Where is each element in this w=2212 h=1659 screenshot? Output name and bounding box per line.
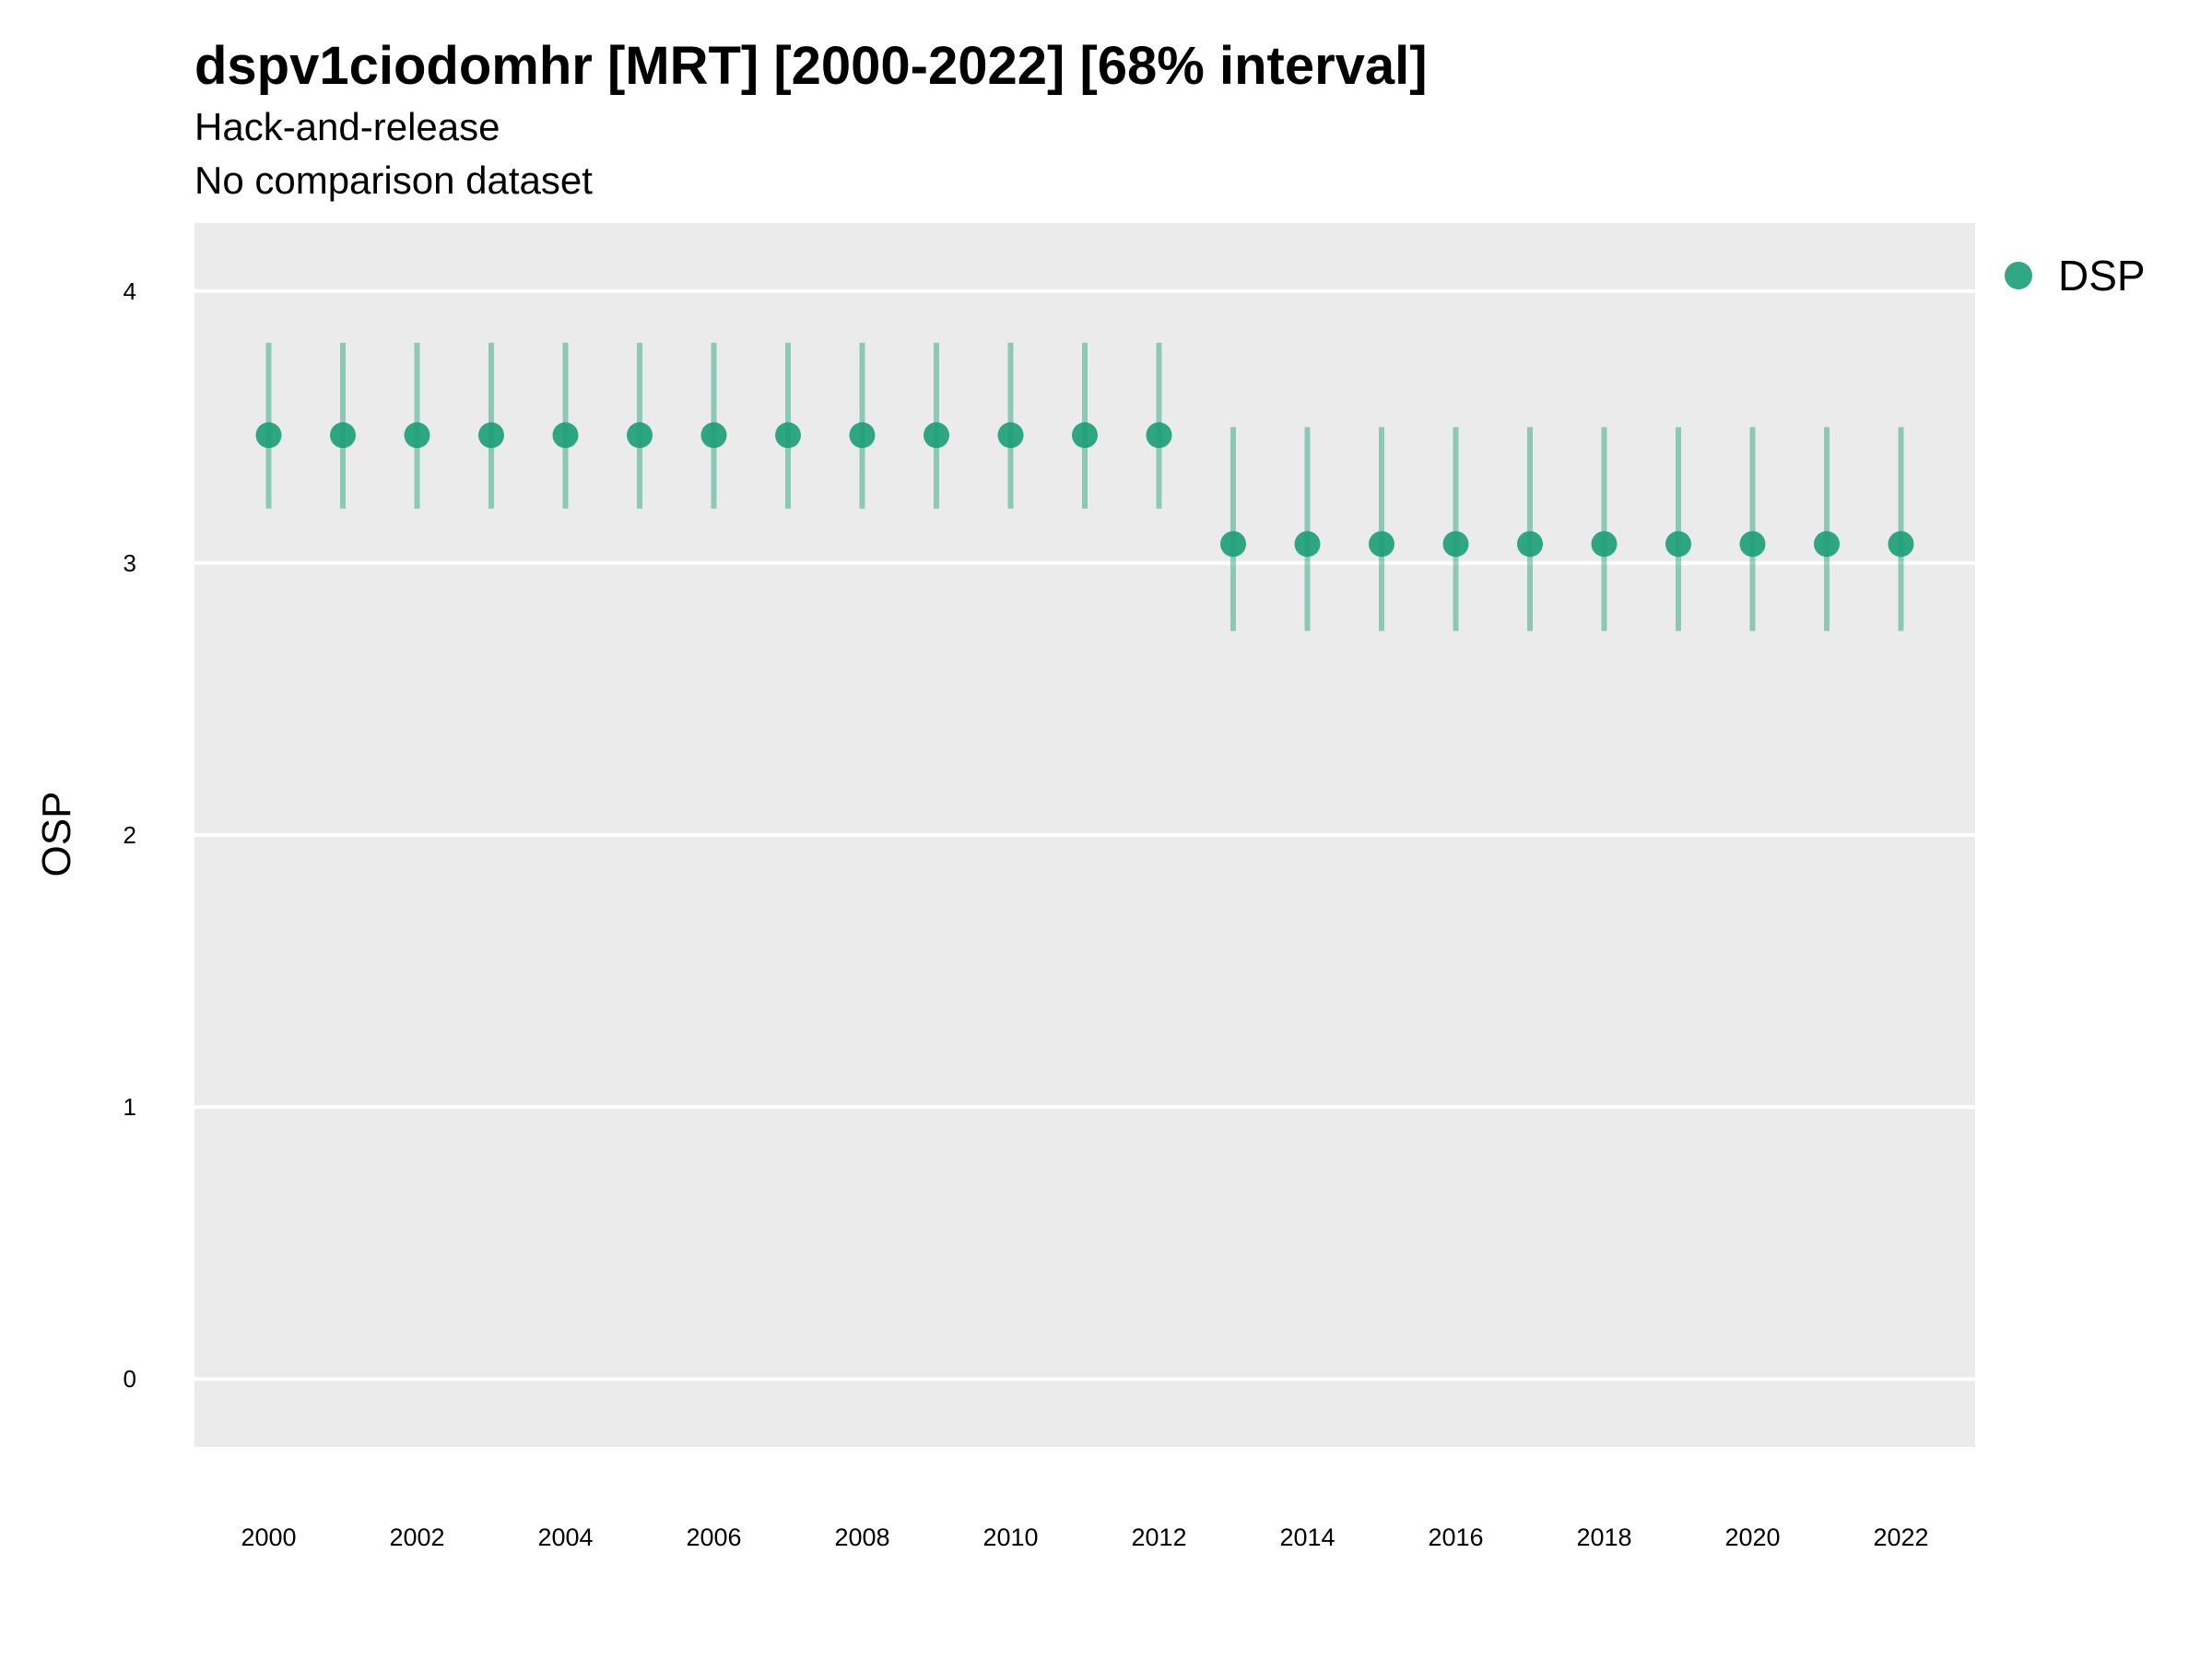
data-point bbox=[700, 422, 727, 449]
y-tick-label: 2 bbox=[124, 821, 136, 849]
chart-caption: No comparison dataset bbox=[194, 159, 593, 202]
data-point bbox=[478, 422, 504, 449]
data-point bbox=[255, 422, 282, 449]
x-tick-label: 2022 bbox=[1873, 1524, 1928, 1551]
data-point bbox=[404, 422, 430, 449]
x-tick-label: 2002 bbox=[389, 1524, 444, 1551]
data-point bbox=[1294, 531, 1321, 558]
x-tick-label: 2020 bbox=[1724, 1524, 1780, 1551]
data-point bbox=[1888, 531, 1914, 558]
data-point bbox=[775, 422, 801, 449]
data-point bbox=[1146, 422, 1172, 449]
data-point bbox=[1369, 531, 1394, 558]
data-point bbox=[1665, 531, 1691, 558]
x-tick-label: 2012 bbox=[1131, 1524, 1186, 1551]
y-tick-label: 0 bbox=[124, 1365, 136, 1393]
x-tick-label: 2008 bbox=[834, 1524, 889, 1551]
legend: DSP bbox=[2005, 251, 2146, 300]
chart-subtitle: Hack-and-release bbox=[194, 105, 500, 148]
data-point bbox=[330, 422, 356, 449]
data-point bbox=[1739, 531, 1766, 558]
data-point bbox=[924, 422, 949, 449]
data-point bbox=[1517, 531, 1543, 558]
data-point bbox=[1591, 531, 1618, 558]
data-point bbox=[552, 422, 579, 449]
x-tick-label: 2000 bbox=[241, 1524, 296, 1551]
y-tick-label: 1 bbox=[124, 1093, 136, 1121]
x-tick-label: 2010 bbox=[982, 1524, 1038, 1551]
data-point bbox=[1442, 531, 1469, 558]
x-tick-label: 2006 bbox=[686, 1524, 741, 1551]
data-point bbox=[849, 422, 876, 449]
y-tick-label: 4 bbox=[124, 277, 136, 305]
data-point bbox=[997, 422, 1024, 449]
data-point bbox=[1220, 531, 1246, 558]
x-tick-label: 2004 bbox=[537, 1524, 593, 1551]
y-tick-label: 3 bbox=[124, 549, 136, 577]
data-point bbox=[1072, 422, 1098, 449]
data-point bbox=[1814, 531, 1840, 558]
x-tick-label: 2014 bbox=[1279, 1524, 1335, 1551]
chart-title: dspv1ciodomhr [MRT] [2000-2022] [68% int… bbox=[194, 36, 1428, 96]
legend-label-dsp: DSP bbox=[2058, 252, 2146, 300]
data-point bbox=[627, 422, 653, 449]
x-tick-label: 2018 bbox=[1576, 1524, 1631, 1551]
x-tick-label: 2016 bbox=[1428, 1524, 1483, 1551]
legend-key-dsp bbox=[2005, 262, 2032, 289]
